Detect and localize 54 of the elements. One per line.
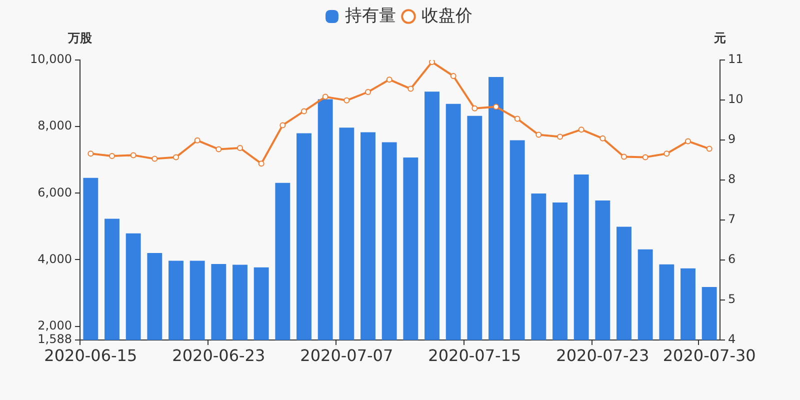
y-tick-label: 6,000 [38, 185, 72, 200]
y2-tick-label: 6 [728, 252, 736, 266]
point [322, 94, 328, 100]
point [578, 126, 584, 133]
point [88, 150, 94, 157]
y2-axis-title: 元 [713, 31, 726, 46]
x-tick-label: 2020-07-23 [556, 346, 650, 365]
point [194, 137, 200, 144]
y-tick-label: 2,000 [38, 318, 72, 332]
point [280, 122, 286, 128]
point [429, 60, 435, 65]
point [386, 76, 392, 83]
point [450, 73, 456, 79]
point [493, 104, 499, 110]
point [685, 138, 691, 144]
point [664, 150, 670, 157]
y-axis-title: 万股 [67, 31, 93, 46]
y2-tick-label: 8 [728, 172, 736, 186]
point [408, 86, 414, 92]
y-tick-label: 8,000 [38, 118, 72, 133]
legend-label: 持有量 [345, 6, 396, 26]
y2-tick-label: 5 [728, 292, 736, 306]
point [344, 97, 350, 104]
x-tick-label: 2020-07-30 [662, 346, 756, 365]
y2-tick-label: 10 [728, 92, 744, 106]
point [600, 135, 606, 142]
x-tick-label: 2020-07-15 [428, 346, 522, 365]
y2-tick-label: 9 [728, 132, 736, 146]
y2-tick-label: 7 [728, 212, 736, 226]
y2-tick-label: 4 [728, 332, 736, 346]
point [514, 116, 520, 122]
point [237, 145, 243, 151]
point [536, 132, 542, 138]
y2-tick-label: 11 [728, 52, 744, 66]
point [365, 89, 371, 95]
point [301, 108, 307, 114]
point [216, 146, 222, 152]
x-tick-label: 2020-07-07 [300, 346, 394, 365]
y-tick-label: 4,000 [38, 252, 72, 266]
point [109, 153, 115, 159]
point [642, 154, 648, 160]
y-tick-label: 1,588 [38, 332, 72, 346]
legend-label: 收盘价 [422, 6, 472, 26]
point [152, 156, 158, 162]
x-tick-label: 2020-06-23 [172, 346, 266, 365]
point [706, 146, 712, 152]
point [557, 134, 563, 140]
x-tick-label: 2020-06-15 [44, 346, 138, 365]
point [621, 154, 627, 160]
y-tick-label: 10,000 [30, 52, 72, 66]
point [472, 105, 478, 112]
point [130, 152, 136, 158]
point [258, 160, 264, 167]
point [173, 154, 179, 160]
